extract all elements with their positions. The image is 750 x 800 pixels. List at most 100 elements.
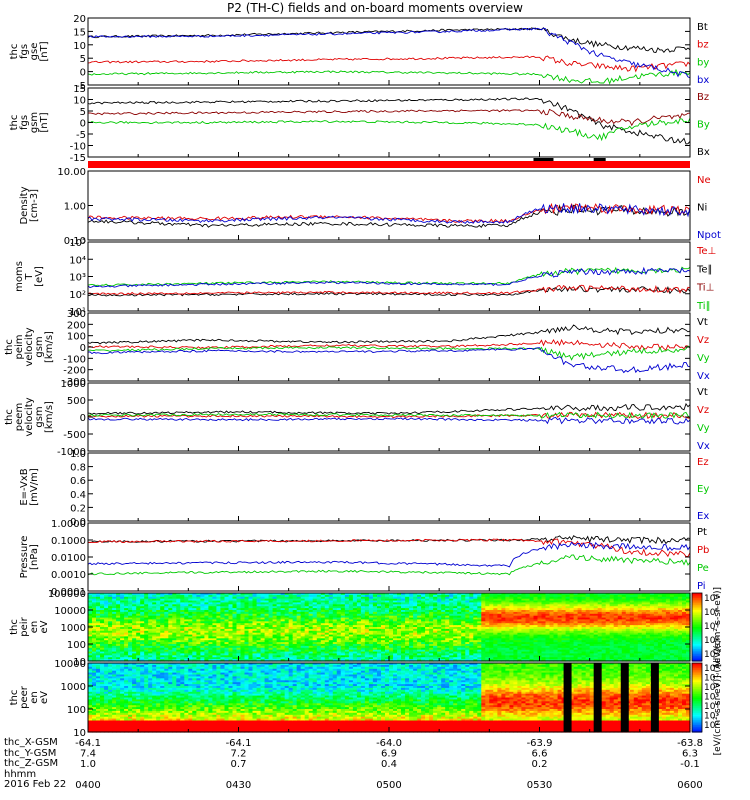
colorbar-tick-label: 10⁸ [704, 664, 719, 674]
colorbar-peir: 10⁶ 10⁵ 10⁴ 10³ 10²[eV/(cm²-s-sr-eV)] [691, 587, 723, 667]
y-tick-label: 0.1000 [51, 536, 86, 547]
series-moms_temp-Te⊥ [87, 284, 691, 296]
y-tick-label: 15 [73, 27, 86, 38]
y-axis-label: Pressure [19, 536, 30, 579]
y-tick-label: 1.00 [64, 202, 86, 213]
y-axis-label: gsm [29, 112, 40, 133]
colorbar-tick-label: 10³ [704, 636, 719, 646]
legend-entry: Vy [697, 353, 710, 364]
series-fgs_gse-bz [87, 55, 691, 73]
y-tick-label: 10 [73, 728, 86, 739]
y-tick-label: 10000 [54, 659, 86, 670]
colorbar-label: [eV/(cm²-s-sr-eV)] [713, 587, 723, 667]
legend-entry: Pb [697, 545, 709, 556]
legend-entry: Ex [697, 511, 709, 522]
y-axis-label: en [29, 621, 40, 634]
legend-entry: Bz [697, 92, 709, 103]
x-tick-label: 0400 [75, 780, 100, 791]
colorbar-tick-label: 10⁶ [704, 683, 719, 693]
y-tick-label: 0.0 [70, 517, 86, 528]
colorbar-tick-label: 10⁴ [704, 622, 719, 632]
y-tick-label: 10⁵ [69, 238, 86, 249]
panel-peem_vel: 1000 500 0 -500 -1000 thc peem velocity gsm [km/s… [4, 379, 710, 458]
series-peem_vel-Vy [87, 411, 691, 420]
series-peim_vel-Vx [87, 347, 691, 374]
y-tick-label: 1000 [61, 379, 86, 390]
legend-entry: Vx [697, 371, 710, 382]
panel-peir: 10⁶ 10⁵ 10⁴ 10³ 10²[eV/(cm²-s-sr-eV)] 100000 1… [9, 587, 723, 668]
series-pressure-Pi [87, 541, 691, 568]
panel-peer: 10⁸10⁷10⁶10⁵10⁴10³10²[eV/(cm²-s-sr-eV)] … [9, 640, 723, 756]
legend-entry: Bt [697, 22, 708, 33]
y-tick-label: 0 [80, 68, 86, 79]
y-tick-label: 0.10 [64, 236, 86, 247]
y-tick-label: 0.8 [70, 463, 86, 474]
y-axis-label: gsm [34, 406, 45, 427]
orbit-value: -64.0 [376, 738, 402, 749]
y-axis-label: thc [9, 690, 20, 706]
colorbar-tick-label: 10² [704, 650, 719, 660]
colorbar-tick-label: 10² [704, 721, 719, 731]
y-axis-label: velocity [24, 327, 35, 366]
legend-entry: Vx [697, 441, 710, 452]
y-axis-label: eV [39, 620, 50, 633]
y-tick-label: 0 [80, 343, 86, 354]
panel-fgs_gse: 20 15 10 5 0 -5 thc fgs gse [nT] Bt bz by bx [9, 14, 709, 92]
data-gap-0 [563, 663, 572, 732]
y-tick-label: -5 [76, 130, 86, 141]
legend-entry: Vz [697, 335, 709, 346]
y-axis-label: thc [4, 339, 15, 355]
legend-entry: Ti⊥ [696, 283, 714, 294]
y-tick-label: 10000 [54, 606, 86, 617]
legend-entry: by [697, 57, 709, 68]
colorbar-tick-label: 10⁵ [704, 608, 719, 618]
y-tick-label: 10² [69, 290, 86, 301]
legend-entry: Pt [697, 527, 707, 538]
data-gap-2 [620, 663, 629, 732]
y-tick-label: -200 [63, 366, 86, 377]
legend-entry: Ne [697, 175, 711, 186]
series-peim_vel-Vy [87, 345, 691, 361]
y-axis-label: gsm [34, 336, 45, 357]
series-peim_vel-Vt [87, 324, 691, 345]
panel-density: 10.00 1.00 0.10 Density [cm-3] Ne Ni Npot [19, 167, 721, 247]
colorbar-tick-label: 10⁵ [704, 693, 719, 703]
series-peim_vel-Vz [87, 338, 691, 351]
legend-entry: Pe [697, 563, 709, 574]
panel-moms_temp: 10⁵ 10⁴ 10³ 10² 10¹ moms T [eV] Te⊥ Te∥ Ti⊥ Ti∥ [14, 238, 716, 318]
series-fgs_gsm-By [87, 117, 691, 142]
orbit-value: 6.6 [532, 749, 548, 760]
series-peem_vel-Vx [87, 416, 691, 425]
series-peem_vel-Vt [87, 402, 691, 415]
orbit-value: -63.9 [527, 738, 553, 749]
chart-title: P2 (TH-C) fields and on-board moments ov… [227, 1, 523, 15]
orbit-value: 0.2 [532, 759, 548, 770]
series-moms_temp-Ti∥ [87, 266, 691, 287]
series-density-Ni [87, 203, 691, 229]
orbit-footer: thc_X-GSM thc_Y-GSM thc_Z-GSM hhmm 2016 … [4, 737, 66, 791]
y-axis-label: peim [14, 334, 25, 359]
orbit-row-x-label: thc_X-GSM [4, 737, 58, 748]
y-axis-label: [km/s] [44, 331, 55, 363]
y-tick-label: -300 [63, 377, 86, 388]
legend-entry: Ey [697, 484, 709, 495]
y-tick-label: 0.0100 [51, 553, 86, 564]
y-axis-label: [mV/m] [29, 468, 40, 506]
orbit-value: 7.4 [80, 749, 96, 760]
data-gap-3 [650, 663, 659, 732]
y-tick-label: 0.4 [70, 490, 86, 501]
orbit-value: 6.3 [682, 749, 698, 760]
y-tick-label: 10.00 [57, 167, 86, 178]
y-tick-label: 0.6 [70, 476, 86, 487]
y-axis-label: [km/s] [44, 401, 55, 433]
y-axis-label: Density [19, 186, 30, 224]
legend-entry: By [697, 120, 710, 131]
y-axis-label: gse [29, 43, 40, 61]
y-tick-label: 1000 [61, 682, 86, 693]
series-moms_temp-Ti⊥ [87, 266, 691, 288]
x-tick-label: 0430 [226, 780, 251, 791]
y-axis-label: fgs [19, 44, 30, 59]
y-tick-label: 10¹ [69, 307, 86, 318]
legend-entry: Vy [697, 423, 710, 434]
